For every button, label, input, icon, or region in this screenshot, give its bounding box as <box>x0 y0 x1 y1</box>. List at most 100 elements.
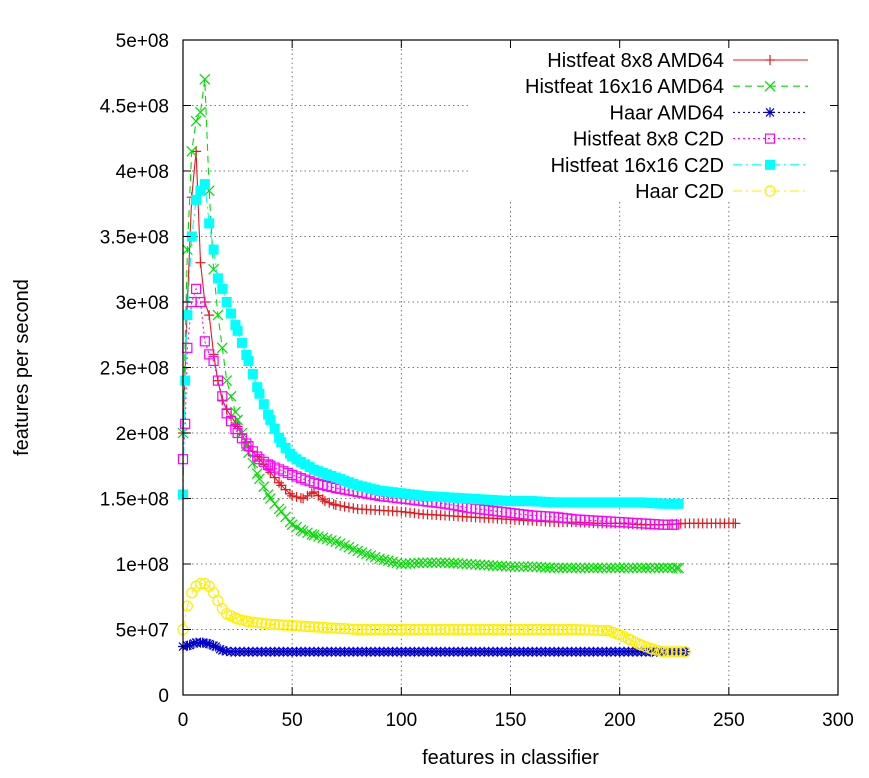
x-tick-label: 200 <box>604 710 636 731</box>
data-point <box>644 562 656 574</box>
data-point <box>487 623 499 636</box>
data-point <box>181 600 193 612</box>
data-point <box>254 388 265 399</box>
data-point <box>290 620 303 632</box>
x-tick-label: 100 <box>385 710 417 731</box>
data-point <box>540 561 551 573</box>
data-point <box>478 623 490 636</box>
legend-marker <box>765 55 775 65</box>
data-point <box>552 623 565 636</box>
data-point <box>496 560 508 572</box>
data-point <box>465 623 477 636</box>
y-tick-label: 2.5e+08 <box>100 359 169 380</box>
data-point <box>277 619 290 631</box>
data-point <box>195 106 206 118</box>
data-point <box>215 644 226 655</box>
data-point <box>308 529 320 541</box>
legend-marker <box>764 133 776 144</box>
data-point <box>343 502 354 513</box>
data-point <box>291 491 302 502</box>
data-point <box>275 506 287 518</box>
data-point <box>274 477 285 488</box>
x-tick-label: 0 <box>178 710 189 731</box>
data-point <box>347 623 359 635</box>
data-point <box>252 451 263 462</box>
data-point <box>280 511 292 523</box>
data-point <box>356 623 368 636</box>
data-point <box>334 622 346 635</box>
data-point <box>373 623 386 636</box>
data-point <box>190 115 202 127</box>
y-tick-label: 3.5e+08 <box>100 228 169 249</box>
data-point <box>426 623 438 636</box>
x-tick-label: 300 <box>822 710 854 731</box>
data-point <box>212 375 224 386</box>
data-point <box>348 503 359 514</box>
data-point <box>583 624 595 636</box>
data-point <box>382 555 394 567</box>
legend-background <box>470 42 832 202</box>
y-tick-label: 2e+08 <box>116 424 169 445</box>
data-point <box>231 613 244 625</box>
data-point <box>195 257 206 268</box>
data-point <box>553 562 564 574</box>
data-point <box>500 560 512 572</box>
data-point <box>435 557 447 569</box>
data-point <box>230 320 241 331</box>
data-point <box>513 561 525 573</box>
series-layer <box>177 73 741 658</box>
data-point <box>469 623 482 636</box>
data-point <box>212 273 223 284</box>
data-point <box>269 618 281 631</box>
data-point <box>670 646 683 658</box>
series-line <box>182 287 675 526</box>
data-point <box>574 624 586 636</box>
data-point <box>651 644 663 656</box>
data-point <box>321 622 333 634</box>
data-point <box>592 624 604 636</box>
data-point <box>478 559 490 571</box>
data-point <box>421 623 434 636</box>
data-point <box>566 623 578 636</box>
legend-item-1: Histfeat 8x8 AMD64 <box>547 50 808 72</box>
data-point <box>518 561 530 573</box>
data-point <box>539 623 552 636</box>
data-point <box>631 562 643 574</box>
data-point <box>241 438 252 449</box>
y-axis-title: features per second <box>11 279 33 456</box>
data-point <box>522 561 534 573</box>
data-point <box>216 342 228 354</box>
data-point <box>251 617 263 629</box>
data-point <box>465 558 477 570</box>
data-point <box>180 418 191 429</box>
data-point <box>526 561 538 573</box>
data-point <box>330 622 342 634</box>
data-point <box>382 623 394 636</box>
data-point <box>317 532 329 544</box>
data-point <box>614 562 626 574</box>
data-point <box>308 621 320 633</box>
data-point <box>417 623 429 636</box>
data-point <box>535 623 547 636</box>
y-tick-label: 4.5e+08 <box>100 97 169 118</box>
data-point <box>395 623 407 636</box>
data-point <box>221 646 232 657</box>
data-point <box>596 562 608 574</box>
data-point <box>256 617 268 629</box>
data-point <box>457 558 468 570</box>
data-point <box>395 558 407 570</box>
data-point <box>229 406 241 418</box>
data-point <box>566 562 578 574</box>
data-point <box>295 524 307 536</box>
data-point <box>461 623 473 636</box>
data-point <box>264 493 276 504</box>
data-point <box>669 519 680 530</box>
data-point <box>391 557 403 569</box>
data-point <box>391 623 403 636</box>
data-point <box>199 179 210 190</box>
data-point <box>236 337 247 348</box>
data-point <box>325 622 338 634</box>
data-point <box>217 391 228 402</box>
data-point <box>618 562 630 574</box>
data-point <box>461 558 473 570</box>
